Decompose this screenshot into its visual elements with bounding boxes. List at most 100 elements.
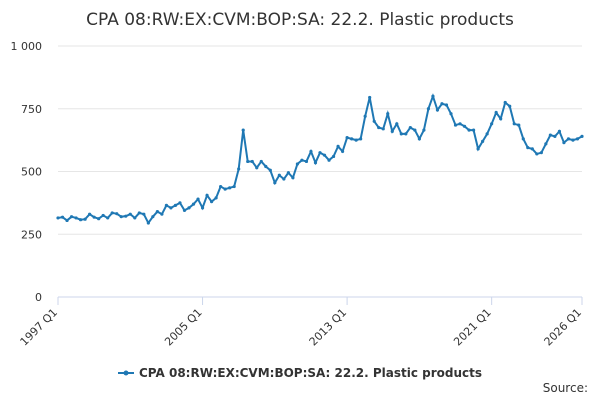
data-point bbox=[169, 206, 173, 210]
data-point bbox=[187, 206, 191, 210]
data-point bbox=[562, 141, 566, 145]
data-point bbox=[178, 201, 182, 205]
data-point bbox=[395, 122, 399, 126]
data-point bbox=[219, 184, 223, 189]
data-point bbox=[259, 159, 263, 164]
y-tick-label: 1 000 bbox=[11, 40, 43, 53]
legend-marker bbox=[123, 370, 129, 376]
data-point bbox=[137, 211, 141, 215]
data-point bbox=[264, 164, 268, 169]
data-point bbox=[530, 147, 534, 151]
data-point bbox=[88, 212, 92, 216]
data-point bbox=[422, 128, 426, 132]
data-point bbox=[557, 129, 562, 133]
data-point bbox=[444, 103, 449, 107]
data-point bbox=[124, 214, 128, 218]
data-point bbox=[223, 187, 227, 191]
data-point bbox=[512, 122, 516, 126]
data-point bbox=[155, 210, 159, 214]
data-point bbox=[390, 129, 394, 133]
x-tick-label: 2005 Q1 bbox=[162, 306, 205, 349]
data-point bbox=[214, 196, 218, 200]
data-point bbox=[413, 128, 417, 132]
data-point bbox=[286, 171, 290, 175]
data-point bbox=[548, 133, 552, 137]
data-point bbox=[331, 154, 336, 159]
data-point bbox=[182, 208, 187, 213]
data-point bbox=[246, 159, 250, 164]
x-tick-label: 1997 Q1 bbox=[18, 306, 61, 349]
x-tick-label: 2026 Q1 bbox=[542, 306, 585, 349]
data-point bbox=[539, 151, 543, 155]
data-point bbox=[74, 216, 78, 220]
data-point bbox=[291, 176, 295, 180]
data-point bbox=[209, 200, 214, 204]
source: Source: bbox=[543, 381, 588, 395]
legend-label: CPA 08:RW:EX:CVM:BOP:SA: 22.2. Plastic p… bbox=[139, 366, 482, 380]
data-point bbox=[232, 184, 236, 189]
data-point bbox=[295, 162, 300, 166]
data-point bbox=[526, 146, 530, 150]
data-point bbox=[345, 136, 349, 140]
data-point bbox=[164, 203, 169, 207]
data-point bbox=[110, 211, 114, 215]
data-point bbox=[133, 216, 137, 220]
data-point bbox=[490, 122, 494, 126]
data-point bbox=[386, 112, 390, 116]
y-tick-label: 250 bbox=[21, 228, 42, 241]
data-point bbox=[340, 149, 345, 154]
data-point bbox=[503, 100, 507, 105]
data-point bbox=[354, 138, 358, 142]
data-point bbox=[440, 102, 444, 106]
data-point bbox=[580, 134, 584, 138]
data-point bbox=[196, 197, 200, 201]
data-point bbox=[499, 117, 503, 121]
x-tick-label: 2021 Q1 bbox=[451, 306, 494, 349]
data-point bbox=[408, 125, 412, 130]
data-point bbox=[101, 213, 105, 218]
data-point bbox=[363, 114, 367, 118]
data-point bbox=[237, 167, 241, 171]
data-point bbox=[191, 202, 196, 206]
data-point bbox=[322, 153, 327, 157]
series-line bbox=[57, 93, 583, 225]
data-point bbox=[151, 215, 155, 219]
data-point bbox=[481, 139, 485, 143]
data-point bbox=[106, 216, 110, 220]
data-point bbox=[435, 108, 440, 112]
data-point bbox=[553, 134, 557, 138]
y-tick-label: 750 bbox=[21, 103, 42, 116]
data-point bbox=[228, 186, 232, 190]
data-point bbox=[327, 158, 331, 162]
data-point bbox=[304, 159, 309, 164]
data-point bbox=[160, 212, 164, 216]
data-point bbox=[399, 132, 403, 136]
data-point bbox=[372, 119, 376, 123]
data-point bbox=[453, 123, 458, 127]
data-point bbox=[119, 215, 123, 219]
data-point bbox=[467, 128, 471, 132]
data-point bbox=[255, 166, 259, 170]
data-point bbox=[65, 218, 69, 223]
data-point bbox=[350, 137, 354, 141]
data-point bbox=[571, 138, 575, 142]
data-point bbox=[78, 218, 83, 222]
data-point bbox=[485, 132, 489, 136]
data-point bbox=[426, 107, 431, 111]
data-point bbox=[462, 124, 467, 128]
data-point bbox=[241, 128, 245, 132]
data-point bbox=[128, 212, 132, 216]
data-point bbox=[517, 123, 521, 127]
x-tick-label: 2013 Q1 bbox=[307, 306, 350, 349]
data-point bbox=[417, 137, 421, 141]
data-point bbox=[544, 142, 548, 146]
data-point bbox=[575, 137, 580, 141]
y-tick-label: 0 bbox=[35, 291, 42, 304]
data-point bbox=[336, 144, 340, 148]
data-point bbox=[431, 94, 435, 98]
data-point bbox=[535, 152, 539, 156]
data-point bbox=[368, 95, 372, 100]
data-point bbox=[205, 193, 209, 197]
data-point bbox=[146, 221, 150, 225]
data-point bbox=[313, 161, 318, 165]
